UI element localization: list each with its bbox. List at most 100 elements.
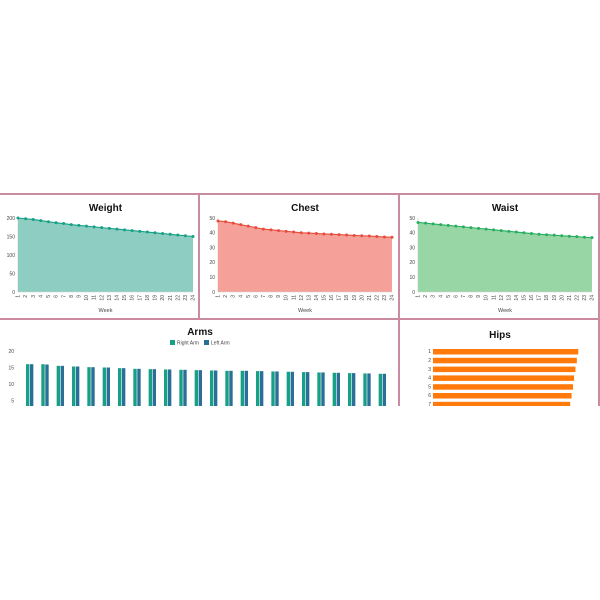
bar (275, 371, 279, 406)
x-tick-label: 18 (544, 295, 550, 301)
bar (225, 370, 229, 406)
data-point (367, 234, 371, 238)
y-tick-label: 50 (9, 271, 15, 277)
x-tick-label: 6 (253, 295, 259, 298)
x-tick-label: 13 (306, 295, 312, 301)
chart-title: Hips (489, 330, 511, 341)
x-tick-label: 20 (559, 295, 565, 301)
data-point (424, 221, 428, 225)
x-tick-label: 9 (476, 295, 482, 298)
data-point (337, 233, 341, 237)
y-tick-label: 1 (428, 349, 431, 355)
legend-swatch (170, 340, 175, 345)
x-tick-label: 12 (499, 295, 505, 301)
x-tick-label: 4 (238, 295, 244, 298)
bar (213, 370, 218, 406)
x-tick-label: 2 (23, 295, 29, 298)
x-tick-label: 23 (382, 295, 388, 301)
bar (167, 369, 172, 406)
y-tick-label: 40 (409, 231, 415, 237)
x-tick-label: 2 (423, 295, 429, 298)
bar (305, 372, 310, 406)
x-tick-label: 8 (269, 295, 275, 298)
x-tick-label: 1 (216, 295, 222, 298)
x-tick-label: 14 (115, 295, 121, 301)
bar (351, 373, 356, 406)
data-point (431, 222, 435, 226)
data-point (62, 222, 66, 226)
data-point (254, 226, 258, 230)
data-point (390, 235, 394, 239)
y-tick-label: 200 (7, 216, 16, 222)
bar (183, 369, 187, 406)
bar (259, 371, 264, 406)
data-point (224, 220, 228, 224)
bar (290, 371, 295, 406)
bar (163, 369, 168, 406)
arms-chart-panel: Arms Right Arm Left Arm 5 10 15 20 (0, 320, 400, 406)
y-tick-label: 5 (11, 398, 14, 404)
y-tick-label: 10 (8, 382, 14, 388)
data-point (92, 225, 96, 229)
data-point (39, 219, 43, 223)
data-point (168, 232, 172, 236)
x-tick-label: 16 (329, 295, 335, 301)
x-tick-label: 11 (491, 295, 497, 300)
data-point (567, 234, 571, 238)
x-tick-label: 13 (506, 295, 512, 301)
data-point (522, 231, 526, 235)
x-tick-label: 22 (374, 295, 380, 301)
x-axis-label: Week (99, 308, 113, 314)
data-point (375, 235, 379, 238)
x-axis-label: Week (298, 308, 312, 314)
data-point (145, 230, 149, 234)
data-point (246, 224, 250, 228)
bar (91, 367, 95, 406)
y-tick-label: 30 (409, 245, 415, 251)
weight-chart-panel: Weight 0 50 100 150 200 1 2 3 4 5 6 7 8 9 10 11 12 13 14 15 1… (0, 193, 200, 320)
y-tick-label: 7 (428, 402, 431, 406)
bar (433, 357, 577, 364)
bar (29, 364, 34, 406)
data-point (499, 229, 503, 233)
data-point (492, 228, 496, 232)
data-point (329, 232, 333, 236)
data-point (560, 234, 564, 238)
data-point (314, 232, 318, 236)
chest-chart-panel: Chest 0 10 20 30 40 50 1 2 3 4 5 6 7 8 9 10 11 12 13 14 15 16 1… (200, 193, 400, 320)
bar (382, 373, 387, 406)
bar (271, 371, 275, 406)
bar (102, 367, 107, 406)
data-point (153, 231, 157, 235)
y-tick-label: 50 (209, 216, 215, 222)
data-point (261, 227, 265, 231)
bar (41, 364, 45, 406)
data-point (77, 223, 81, 227)
x-tick-label: 19 (352, 295, 358, 301)
bar (152, 369, 157, 406)
data-point (299, 231, 303, 235)
x-tick-label: 8 (469, 295, 475, 298)
area-fill (418, 222, 592, 292)
x-tick-label: 14 (514, 295, 520, 301)
data-point (545, 233, 549, 237)
x-tick-label: 4 (38, 295, 44, 298)
x-tick-label: 7 (61, 295, 67, 298)
bar (433, 401, 571, 406)
y-tick-label: 100 (7, 253, 16, 259)
x-tick-label: 1 (416, 295, 422, 298)
data-point (130, 229, 134, 233)
y-tick-label: 4 (428, 376, 431, 382)
legend-swatch (204, 340, 209, 345)
x-tick-label: 23 (582, 295, 588, 301)
x-tick-label: 12 (299, 295, 305, 301)
data-point (552, 233, 556, 237)
data-point (16, 216, 20, 220)
y-tick-label: 50 (409, 216, 415, 222)
chart-title: Weight (89, 203, 123, 214)
x-tick-label: 12 (99, 295, 105, 301)
data-point (191, 235, 195, 238)
data-point (446, 223, 450, 227)
bar (198, 370, 203, 406)
